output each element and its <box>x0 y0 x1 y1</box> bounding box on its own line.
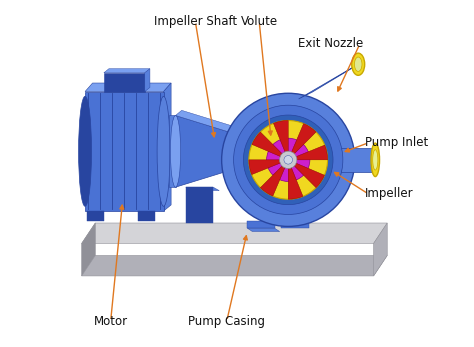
Polygon shape <box>186 187 219 191</box>
Polygon shape <box>186 187 213 223</box>
Ellipse shape <box>352 53 365 75</box>
Ellipse shape <box>157 96 170 206</box>
Polygon shape <box>169 116 175 187</box>
Polygon shape <box>104 73 145 92</box>
Polygon shape <box>82 255 387 276</box>
Wedge shape <box>249 160 288 175</box>
Wedge shape <box>288 160 324 188</box>
Text: Exit Nozzle: Exit Nozzle <box>298 37 364 50</box>
Circle shape <box>266 138 310 181</box>
Text: Pump Inlet: Pump Inlet <box>365 136 428 149</box>
Ellipse shape <box>229 133 238 169</box>
Ellipse shape <box>171 116 181 187</box>
Wedge shape <box>273 120 288 160</box>
Polygon shape <box>234 147 285 155</box>
Polygon shape <box>85 83 171 92</box>
Polygon shape <box>175 116 234 187</box>
Circle shape <box>249 120 328 199</box>
Polygon shape <box>87 211 104 221</box>
Ellipse shape <box>355 57 362 71</box>
Polygon shape <box>247 221 274 228</box>
Polygon shape <box>104 69 150 73</box>
Polygon shape <box>138 211 155 221</box>
Circle shape <box>280 151 297 169</box>
Polygon shape <box>175 110 240 133</box>
Polygon shape <box>82 223 387 244</box>
Polygon shape <box>82 223 95 276</box>
Circle shape <box>244 115 333 205</box>
Ellipse shape <box>373 150 378 170</box>
Text: Volute: Volute <box>241 15 278 28</box>
Wedge shape <box>288 145 328 160</box>
Wedge shape <box>288 124 316 160</box>
Wedge shape <box>252 132 288 160</box>
Ellipse shape <box>371 143 380 177</box>
Text: Impeller Shaft: Impeller Shaft <box>154 15 237 28</box>
Polygon shape <box>299 61 365 99</box>
Polygon shape <box>247 228 280 231</box>
Text: Pump Casing: Pump Casing <box>188 314 265 328</box>
Ellipse shape <box>284 155 292 164</box>
Polygon shape <box>282 221 309 228</box>
Polygon shape <box>85 92 164 211</box>
Text: Motor: Motor <box>93 314 128 328</box>
Wedge shape <box>288 160 303 199</box>
Text: Impeller: Impeller <box>365 187 414 201</box>
Polygon shape <box>164 83 171 211</box>
Polygon shape <box>341 148 375 172</box>
Ellipse shape <box>79 96 91 206</box>
Circle shape <box>234 105 343 214</box>
Wedge shape <box>260 160 288 196</box>
Polygon shape <box>374 223 387 276</box>
Circle shape <box>222 93 355 227</box>
Polygon shape <box>145 69 150 92</box>
